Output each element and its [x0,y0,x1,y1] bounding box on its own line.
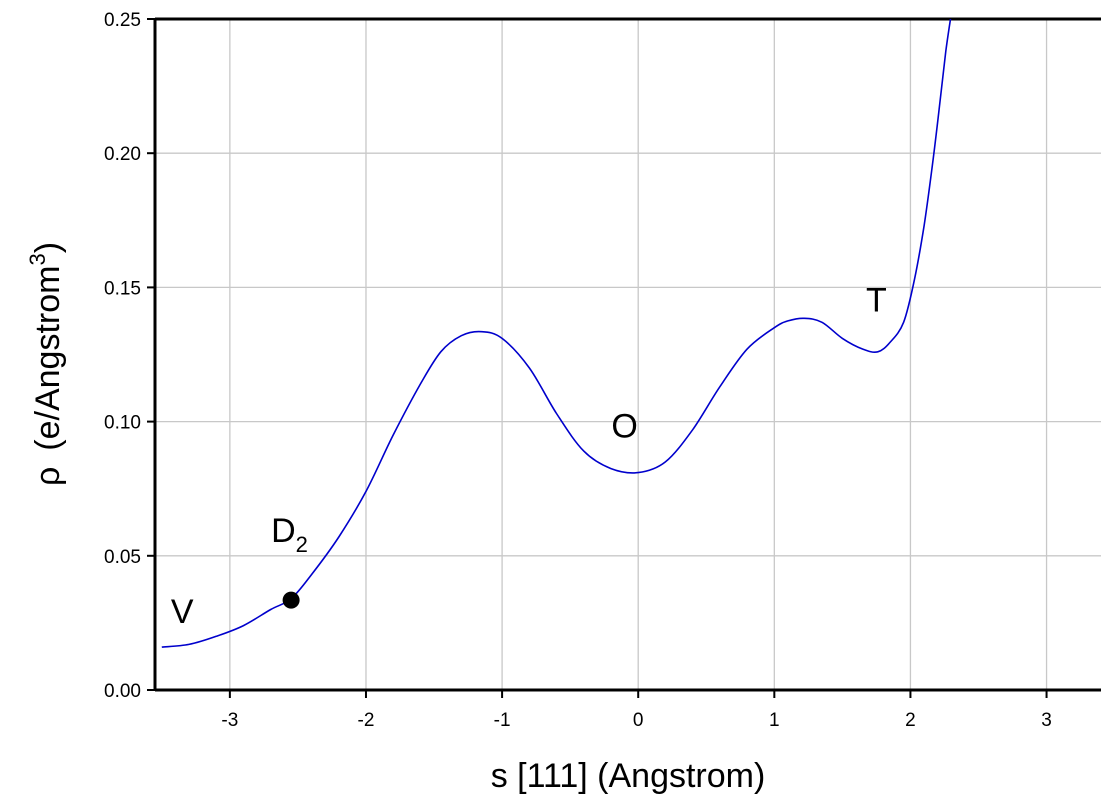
annotation-o: O [611,408,637,446]
x-tick-labels: -3 -2 -1 0 1 2 3 [221,710,1051,731]
y-axis-unit-sup: 3 [25,253,50,265]
y-axis-title: ρ (e/Angstrom3) [25,242,67,486]
point-d2-label: D2 [271,512,308,557]
point-d2-marker [282,591,300,609]
x-axis-title: s [111] (Angstrom) [491,757,766,795]
annotation-t: T [866,282,887,320]
x-tick-label: -2 [358,710,375,731]
y-tick-label: 0.05 [104,547,141,568]
y-tick-label: 0.10 [104,413,141,434]
grid [155,18,1101,691]
y-tick-label: 0.15 [104,278,141,299]
annotation-v: V [171,593,194,631]
annotations: V O T [171,282,887,631]
y-tick-labels: 0.00 0.05 0.10 0.15 0.20 0.25 [104,10,141,702]
y-tick-label: 0.00 [104,681,141,702]
x-tick-label: -1 [494,710,511,731]
x-tick-label: 1 [769,710,780,731]
y-tick-label: 0.25 [104,10,141,31]
y-axis-unit-close: ) [29,242,67,253]
x-tick-label: -3 [221,710,238,731]
y-axis-unit: (e/Angstrom [29,266,67,451]
y-axis-symbol: ρ [29,467,67,486]
density-curve [161,19,952,648]
x-tick-label: 0 [633,710,644,731]
y-tick-label: 0.20 [104,144,141,165]
x-tick-label: 2 [905,710,916,731]
axis-ticks [147,18,1048,698]
x-tick-label: 3 [1041,710,1052,731]
